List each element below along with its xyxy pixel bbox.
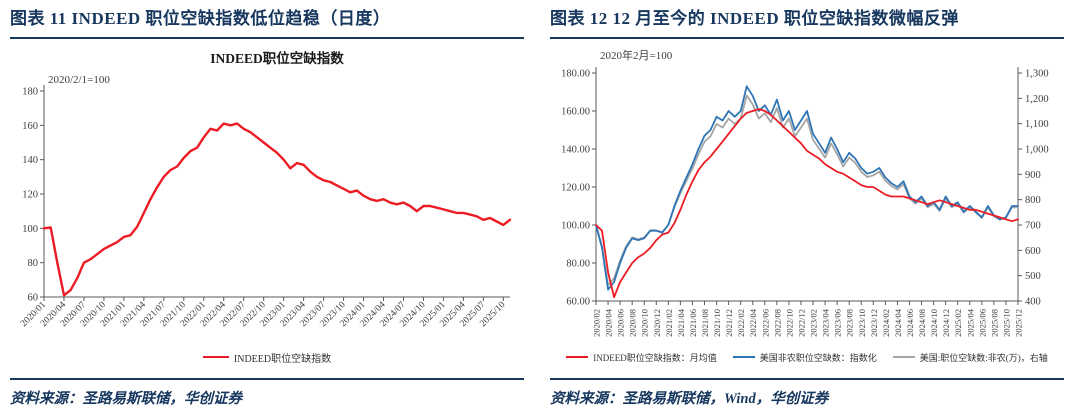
x-tick-label: 2022/08 [772,309,782,337]
chart-annotation: 2020/2/1=100 [48,74,110,86]
x-tick-label: 2023/04 [821,308,831,337]
x-tick-label: 2022/04 [748,308,758,337]
legend-item: INDEED职位空缺指数：月均值 [566,351,717,364]
x-tick-label: 2021/06 [688,309,698,337]
y-tick-label: 100.00 [561,221,590,232]
x-tick-label: 2023/02 [809,309,819,337]
y-tick-label: 140 [22,155,38,166]
x-tick-label: 2024/06 [905,309,915,337]
legend-label: 美国非农职位空缺数：指数化 [759,352,877,363]
x-tick-label: 2024/04 [893,308,903,337]
x-tick-label: 2021/08 [700,309,710,337]
x-tick-label: 2021/04 [676,308,686,337]
x-tick-label: 2025/08 [989,309,999,337]
indeed-daily-index-chart: 60 80 100 120 140 160 180 2020/01 2020/04 2020/07… [10,43,524,349]
x-tick-label: 2022/06 [760,309,770,337]
y-tick-label: 60.00 [566,297,590,308]
x-tick-label: 2020/06 [616,309,626,337]
figure-12-caption: 图表 12 12 月至今的 INDEED 职位空缺指数微幅反弹 [550,6,1064,39]
y-tick-label: 180 [22,87,38,98]
x-tick-label: 2022/02 [736,309,746,337]
chart-annotation: 2020年2月=100 [600,48,673,62]
x-tick-label: 2020/04 [604,308,614,337]
y-tick-label: 80.00 [566,259,590,270]
y-tick-label: 80 [28,258,39,269]
x-tick-label: 2025/04 [965,308,975,337]
x-tick-label: 2021/10 [712,309,722,337]
x-tick-label: 2024/08 [917,309,927,337]
series-line-gray [595,94,1019,287]
legend-label: INDEED职位空缺指数 [233,353,332,365]
y-tick-label: 160 [22,121,38,132]
y2-tick-label: 700 [1025,221,1041,232]
x-tick-label: 2020/12 [652,309,662,337]
legend-item: 美国非农职位空缺数：指数化 [732,351,877,364]
x-tick-label: 2023/06 [833,309,843,337]
y2-tick-label: 500 [1025,271,1041,282]
x-tick-label: 2023/10 [857,309,867,337]
y2-tick-label: 1,200 [1025,94,1049,105]
chart-svg: 60801001201401601802020/012020/042020/07… [19,50,512,329]
x-tick-label: 2025/12 [1014,309,1024,337]
legend-swatch-red [202,356,229,358]
x-tick-label: 2020/02 [592,309,602,337]
x-tick-label: 2024/12 [941,309,951,337]
x-tick-label: 2020/08 [628,309,638,337]
x-tick-label: 2023/08 [845,309,855,337]
y-tick-label: 160.00 [561,107,590,118]
y2-tick-label: 1,300 [1025,69,1049,80]
y-tick-label: 120 [22,190,38,201]
x-tick-label: 2023/12 [869,309,879,337]
x-tick-label: 2025/06 [977,309,987,337]
indeed-monthly-vs-jolts-chart: 60.00 80.00 100.00 120.00 140.00 160.00 180.00… [550,43,1064,349]
x-tick-label: 2024/10 [929,309,939,337]
figure-12-legend: INDEED职位空缺指数：月均值 美国非农职位空缺数：指数化 美国:职位空缺数:非农… [550,349,1064,365]
series-line-red [42,122,512,297]
legend-label: INDEED职位空缺指数：月均值 [593,352,717,363]
y2-tick-label: 900 [1025,170,1041,181]
x-tick-label: 2024/02 [881,309,891,337]
chart-title: INDEED职位空缺指数 [210,50,344,66]
y-tick-label: 140.00 [561,145,590,156]
x-tick-label: 2021/12 [724,309,734,337]
y2-tick-label: 1,100 [1025,119,1049,130]
y-tick-label: 180.00 [561,69,590,80]
figure-11-caption: 图表 11 INDEED 职位空缺指数低位趋稳（日度） [10,6,524,39]
y2-tick-label: 600 [1025,246,1041,257]
x-tick-label: 2025/10 [1001,309,1011,337]
series-line-blue [595,85,1019,291]
figure-12-source: 资料来源：圣路易斯联储，Wind，华创证券 [550,378,1064,416]
legend-swatch-blue [732,356,755,358]
y-tick-label: 120.00 [561,183,590,194]
legend-label: 美国:职位空缺数:非农(万)，右轴 [919,352,1048,363]
legend-swatch-red [566,356,589,358]
chart-svg: 60.00 80.00 100.00 120.00 140.00 160.00 180.00… [561,48,1049,337]
figure-panel-12: 图表 12 12 月至今的 INDEED 职位空缺指数微幅反弹 60.00 80.… [540,0,1080,416]
x-tick-label: 2020/10 [640,309,650,337]
y-tick-label: 100 [22,224,38,235]
figure-panel-11: 图表 11 INDEED 职位空缺指数低位趋稳（日度） 60 80 100 120 14… [10,6,524,416]
x-tick-label: 2022/12 [796,309,806,337]
series-line-red [595,108,1019,299]
y2-tick-label: 400 [1025,297,1041,308]
figure-11-legend: INDEED职位空缺指数 [10,349,524,365]
figure-11-source: 资料来源：圣路易斯联储，华创证券 [10,378,524,416]
legend-item: 美国:职位空缺数:非农(万)，右轴 [892,351,1048,364]
legend-item: INDEED职位空缺指数 [202,350,332,365]
x-tick-label: 2021/02 [664,309,674,337]
x-tick-label: 2022/10 [784,309,794,337]
legend-swatch-gray [892,356,915,358]
y2-tick-label: 800 [1025,195,1041,206]
y-tick-label: 60 [28,293,39,304]
y2-tick-label: 1,000 [1025,145,1049,156]
x-tick-label: 2025/02 [953,309,963,337]
